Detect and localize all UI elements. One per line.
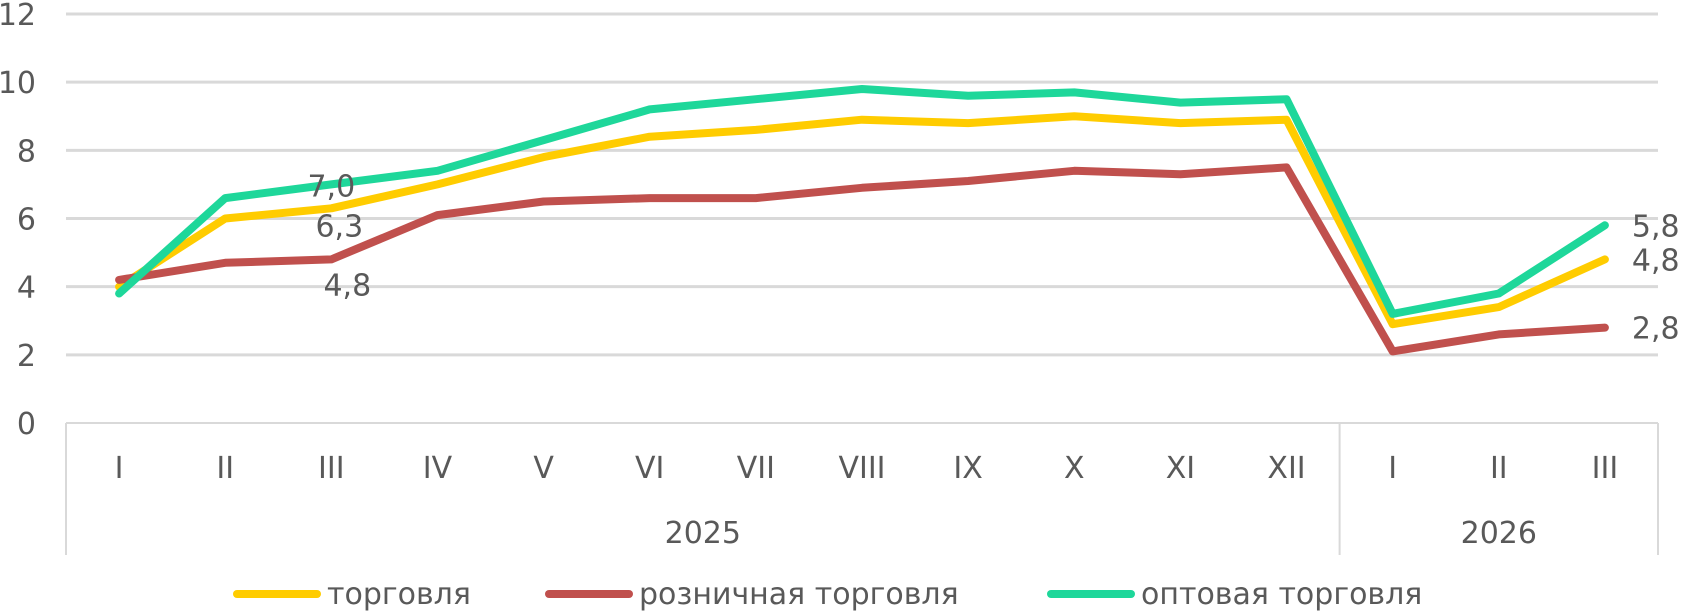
x-tick-label: III xyxy=(1592,451,1619,486)
series-line-2 xyxy=(115,163,1609,356)
x-tick-label: IV xyxy=(423,451,453,486)
x-tick-label: IX xyxy=(953,451,982,486)
y-tick-label: 2 xyxy=(17,339,36,374)
x-tick-label: II xyxy=(1490,451,1508,486)
data-label: 5,8 xyxy=(1632,209,1680,244)
legend-label-1: торговля xyxy=(327,577,471,612)
legend: торговля розничная торговля оптовая торгов… xyxy=(233,577,1422,612)
data-labels: 7,06,34,85,84,82,8 xyxy=(307,169,1679,346)
x-tick-label: I xyxy=(115,451,124,486)
x-tick-label: X xyxy=(1064,451,1085,486)
series-line-1 xyxy=(115,112,1609,329)
x-tick-label: II xyxy=(216,451,234,486)
legend-label-3: оптовая торговля xyxy=(1141,577,1422,612)
data-label: 2,8 xyxy=(1632,312,1680,347)
x-tick-label: V xyxy=(533,451,554,486)
x-tick-label: XII xyxy=(1267,451,1305,486)
data-label: 6,3 xyxy=(315,209,363,244)
legend-label-2: розничная торговля xyxy=(639,577,959,612)
x-tick-label: XI xyxy=(1166,451,1195,486)
x-tick-label: VI xyxy=(635,451,664,486)
series-line-3 xyxy=(115,85,1609,318)
series-lines xyxy=(115,85,1609,356)
y-tick-label: 8 xyxy=(17,134,36,169)
x-tick-label: I xyxy=(1388,451,1397,486)
x-tick-label: III xyxy=(318,451,345,486)
y-axis: 0 2 4 6 8 10 12 xyxy=(0,0,36,442)
x-group-label: 2025 xyxy=(665,516,741,551)
y-tick-label: 10 xyxy=(0,66,36,101)
x-tick-label: VII xyxy=(737,451,775,486)
y-tick-label: 12 xyxy=(0,0,36,33)
y-tick-label: 0 xyxy=(17,407,36,442)
y-tick-label: 4 xyxy=(17,271,36,306)
data-label: 7,0 xyxy=(307,169,355,204)
data-label: 4,8 xyxy=(1632,243,1680,278)
x-tick-label: VIII xyxy=(838,451,885,486)
x-group-label: 2026 xyxy=(1461,516,1537,551)
data-label: 4,8 xyxy=(323,268,371,303)
y-tick-label: 6 xyxy=(17,203,36,238)
